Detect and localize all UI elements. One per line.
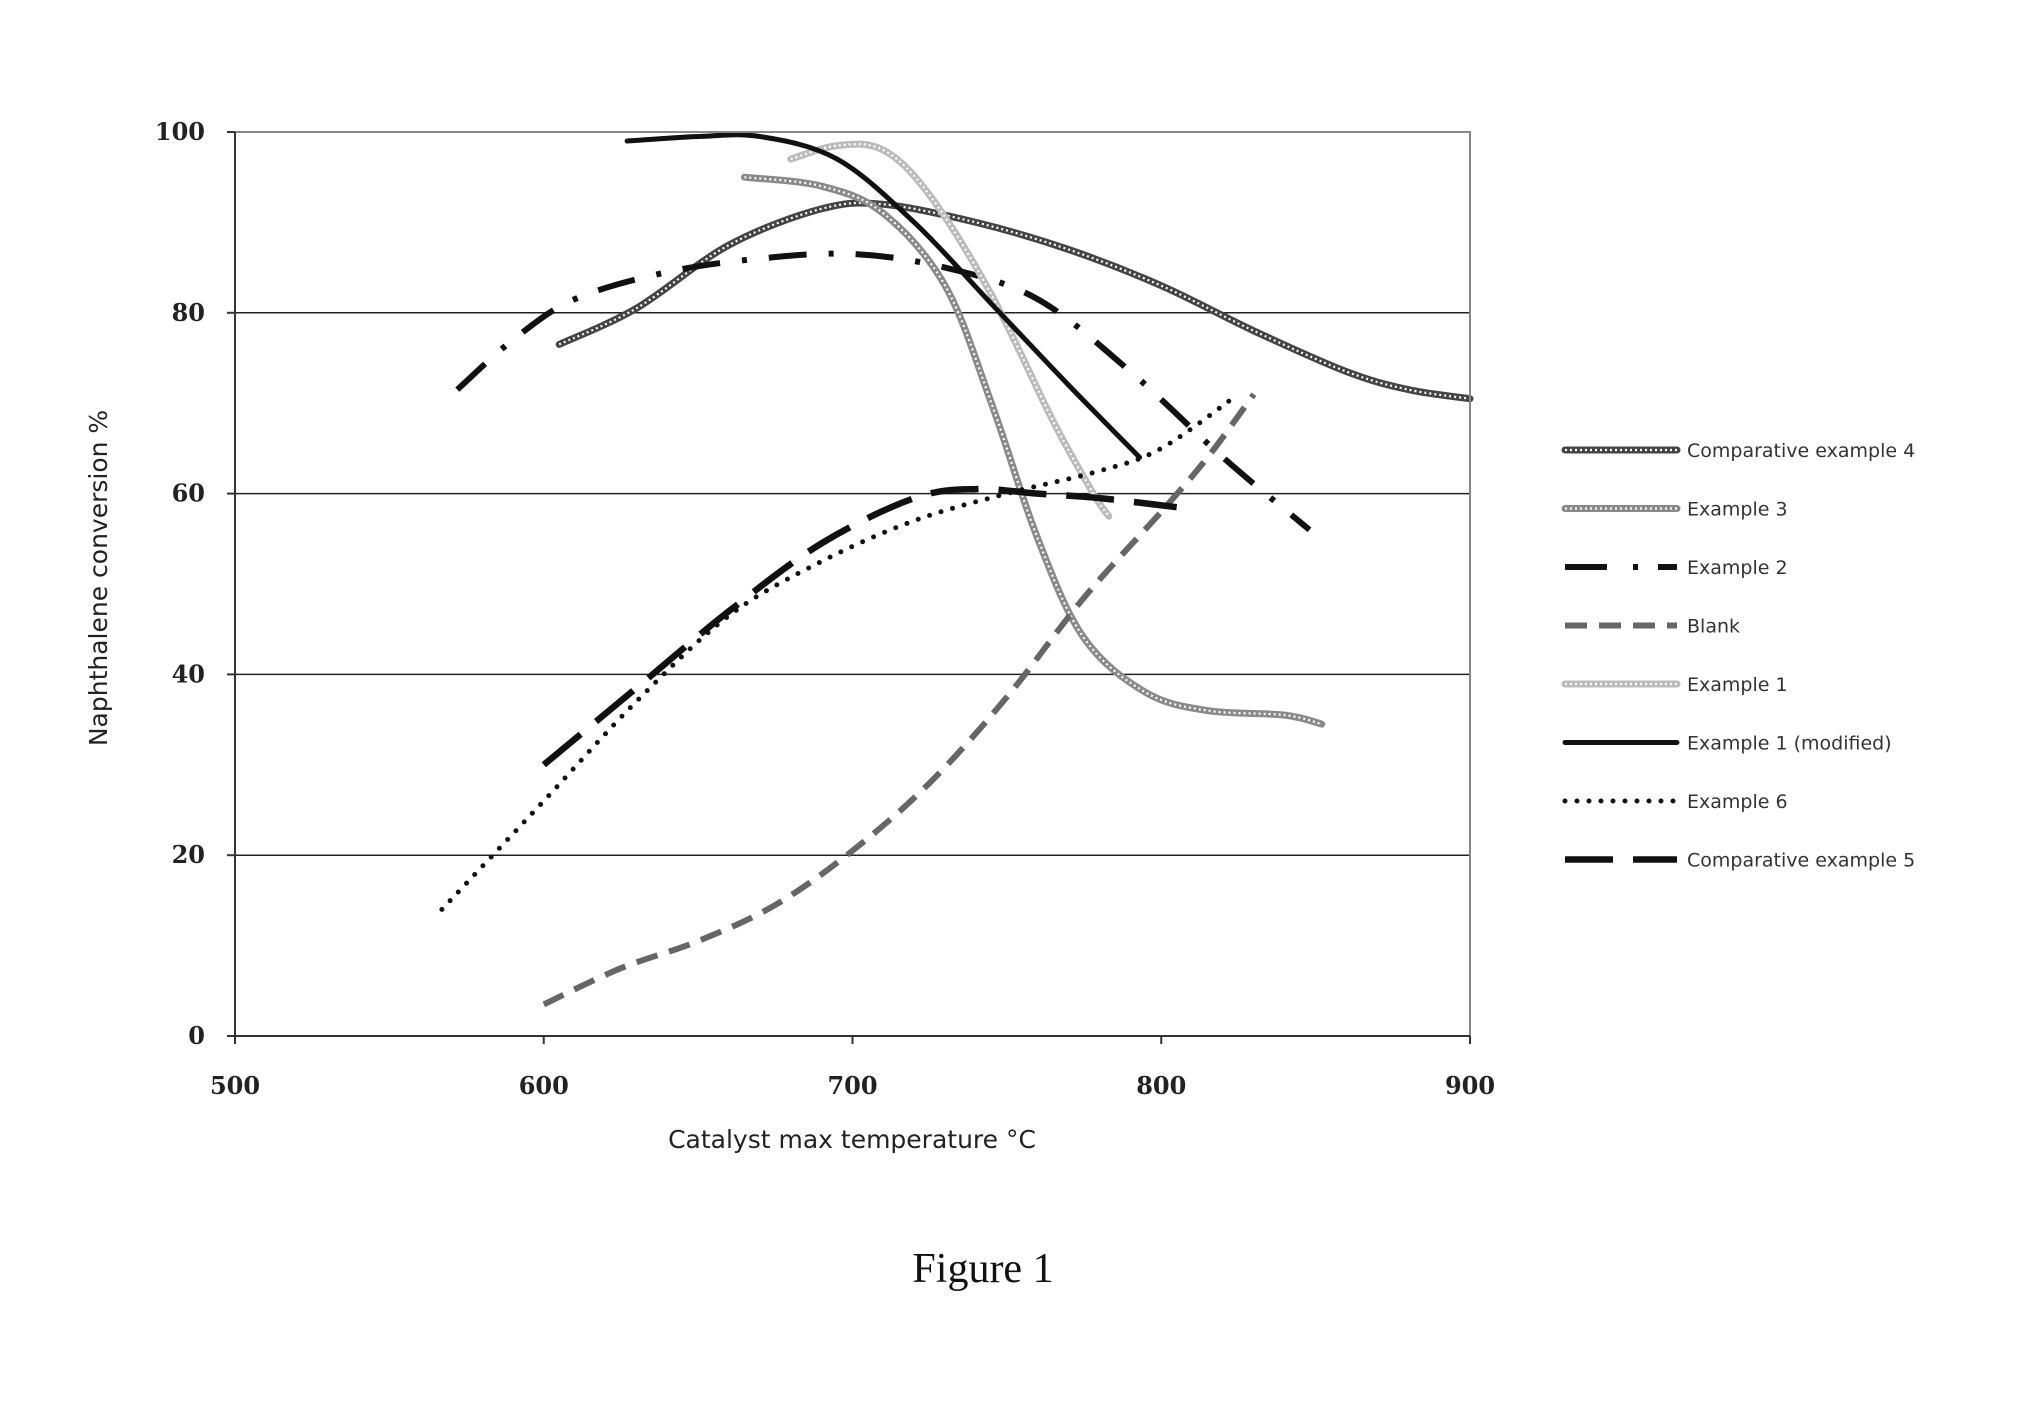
x-axis-title: Catalyst max temperature °C (668, 1125, 1036, 1154)
series-example-1 (787, 140, 1113, 520)
series-line-blank (542, 392, 1257, 1008)
gridlines (235, 131, 1470, 856)
series-example-2 (455, 250, 1312, 533)
series-example-6 (439, 391, 1241, 912)
legend-label: Blank (1687, 616, 1740, 638)
y-tick-labels: 0 20 40 60 80 100 (155, 117, 235, 1050)
series-line-example-3 (740, 173, 1326, 728)
x-tick-label: 700 (827, 1071, 877, 1100)
plot-frame (234, 131, 1471, 1037)
series-comparative-example-4 (555, 199, 1474, 403)
legend-item-comparative-example-4: Comparative example 4 (1561, 440, 1915, 462)
y-tick-label: 0 (188, 1021, 205, 1050)
legend-item-example-1-modified: Example 1 (modified) (1562, 733, 1892, 755)
x-tick-label: 800 (1136, 1071, 1186, 1100)
series-blank (542, 392, 1257, 1008)
series-line-example-1 (787, 140, 1113, 520)
axes (234, 132, 1470, 1037)
y-axis-title: Naphthalene conversion % (84, 410, 113, 746)
series-example-1-modified (624, 132, 1143, 460)
series-line-comparative-example-5 (541, 485, 1178, 768)
y-tick-label: 20 (172, 840, 205, 869)
series-line-example-1-modified (624, 132, 1143, 460)
x-tick-label: 900 (1445, 1071, 1495, 1100)
x-tick-label: 500 (210, 1071, 260, 1100)
legend-label: Comparative example 4 (1687, 440, 1915, 462)
series-line-example-2 (455, 250, 1312, 533)
x-tick-labels: 500 600 700 800 900 (210, 1036, 1495, 1100)
series-comparative-example-5 (541, 485, 1178, 768)
legend-item-example-1: Example 1 (1561, 674, 1788, 696)
series-line-comparative-example-4 (555, 199, 1474, 403)
y-tick-label: 100 (155, 117, 205, 146)
figure-caption: Figure 1 (912, 1246, 1054, 1292)
legend-item-example-3: Example 3 (1561, 499, 1788, 521)
y-tick-label: 60 (172, 479, 205, 508)
legend-label: Example 2 (1687, 557, 1788, 579)
y-tick-label: 80 (172, 298, 205, 327)
legend-label: Example 3 (1687, 499, 1788, 521)
x-tick-label: 600 (519, 1071, 569, 1100)
series-line-example-3-inner (744, 176, 1323, 726)
series-line-example-6 (439, 391, 1241, 912)
legend-label: Example 6 (1687, 791, 1788, 813)
legend-item-example-6: Example 6 (1562, 791, 1788, 813)
legend: Comparative example 4 Example 3 Example 2 B… (1561, 440, 1915, 872)
legend-item-example-2: Example 2 (1565, 557, 1788, 579)
legend-label: Example 1 (modified) (1687, 733, 1892, 755)
series-line-example-1-inner (790, 143, 1110, 517)
legend-label: Comparative example 5 (1687, 850, 1915, 872)
series-lines (439, 132, 1474, 1008)
series-line-comparative-example-4-inner (558, 201, 1471, 400)
legend-item-comparative-example-5: Comparative example 5 (1565, 850, 1915, 872)
legend-label: Example 1 (1687, 674, 1788, 696)
y-tick-label: 40 (172, 659, 205, 688)
legend-item-blank: Blank (1565, 616, 1740, 638)
series-example-3 (740, 173, 1326, 728)
